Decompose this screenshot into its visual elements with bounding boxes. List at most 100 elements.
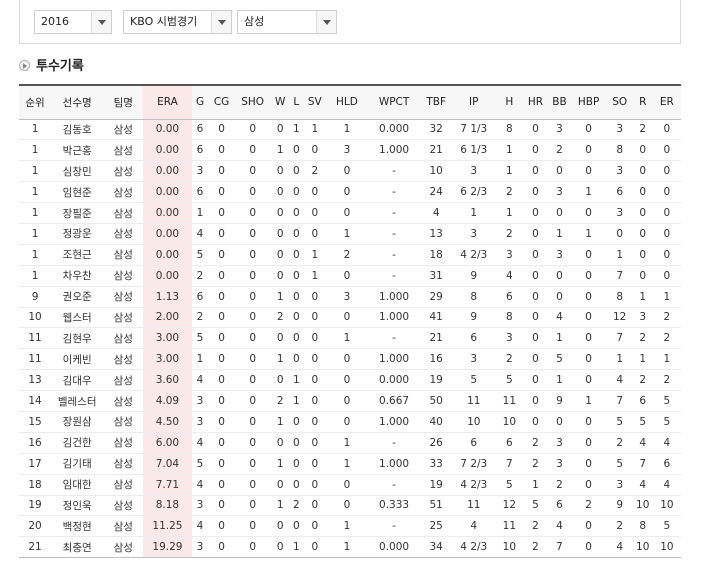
table-cell: 0.00: [143, 265, 192, 287]
column-header[interactable]: 팀명: [103, 84, 144, 120]
column-header[interactable]: W: [270, 84, 290, 120]
table-cell: 0: [234, 181, 271, 204]
chevron-down-icon[interactable]: [91, 11, 111, 33]
player-name-cell[interactable]: 정광운: [51, 223, 104, 245]
player-name-cell[interactable]: 김현우: [51, 327, 104, 350]
player-name-cell[interactable]: 김건한: [51, 432, 104, 454]
table-cell: 3: [451, 223, 497, 245]
column-header[interactable]: HBP: [570, 84, 607, 120]
column-header[interactable]: CG: [208, 84, 235, 120]
table-cell: 삼성: [103, 536, 144, 559]
player-name-cell[interactable]: 차우찬: [51, 265, 104, 287]
table-cell: 0: [270, 202, 290, 224]
player-name-cell[interactable]: 임대한: [51, 474, 104, 496]
table-cell: 0: [208, 495, 235, 517]
table-cell: 1.000: [366, 286, 422, 308]
table-cell: 1.000: [366, 348, 422, 371]
table-cell: 2: [522, 453, 549, 475]
player-name-cell[interactable]: 최충연: [51, 536, 104, 559]
column-header[interactable]: HLD: [326, 84, 367, 120]
table-cell: 1: [19, 119, 52, 141]
year-select[interactable]: 2016: [34, 10, 112, 34]
table-cell: 1: [191, 348, 209, 371]
player-name-cell[interactable]: 박근홍: [51, 139, 104, 162]
player-name-cell[interactable]: 웹스터: [51, 307, 104, 329]
player-name-cell[interactable]: 임현준: [51, 181, 104, 204]
table-cell: 0: [522, 139, 549, 162]
player-name-cell[interactable]: 장필준: [51, 202, 104, 224]
player-name-cell[interactable]: 권오준: [51, 286, 104, 308]
table-cell: 21: [421, 139, 452, 162]
series-select[interactable]: KBO 시범경기: [123, 10, 232, 34]
column-header[interactable]: TBF: [421, 84, 452, 120]
column-header[interactable]: H: [496, 84, 523, 120]
player-name-cell[interactable]: 김동호: [51, 119, 104, 141]
table-cell: 10: [632, 536, 653, 559]
chevron-down-icon[interactable]: [316, 11, 336, 33]
table-cell: 0: [234, 223, 271, 245]
table-cell: 4: [451, 515, 497, 538]
column-header[interactable]: L: [289, 84, 303, 120]
table-cell: 2: [270, 390, 290, 412]
table-cell: 1: [270, 411, 290, 433]
table-cell: 0: [570, 369, 607, 392]
player-name-cell[interactable]: 백정현: [51, 515, 104, 538]
column-header[interactable]: ER: [652, 84, 681, 120]
table-cell: 1: [548, 327, 571, 350]
table-cell: 4: [606, 536, 633, 559]
player-name-cell[interactable]: 조현근: [51, 244, 104, 266]
table-cell: 0: [270, 181, 290, 204]
table-cell: 0.333: [366, 495, 422, 517]
column-header[interactable]: G: [191, 84, 209, 120]
column-header[interactable]: IP: [451, 84, 497, 120]
table-cell: 0: [570, 139, 607, 162]
player-name-cell[interactable]: 벨레스터: [51, 390, 104, 412]
table-cell: 7 2/3: [451, 453, 497, 475]
column-header[interactable]: BB: [548, 84, 571, 120]
player-name-cell[interactable]: 김기태: [51, 453, 104, 475]
table-cell: 9: [451, 265, 497, 287]
player-name-cell[interactable]: 심창민: [51, 160, 104, 183]
table-cell: 0: [652, 265, 681, 287]
table-cell: 0: [208, 307, 235, 329]
table-cell: 13: [19, 369, 52, 392]
table-cell: 0: [326, 411, 367, 433]
column-header[interactable]: HR: [522, 84, 549, 120]
player-name-cell[interactable]: 김대우: [51, 369, 104, 392]
table-cell: 19: [421, 474, 452, 496]
table-cell: 0: [632, 160, 653, 183]
table-cell: 삼성: [103, 223, 144, 245]
table-cell: 1: [326, 327, 367, 350]
table-cell: 2: [191, 307, 209, 329]
table-cell: 0: [234, 119, 271, 141]
table-cell: 1: [19, 202, 52, 224]
table-cell: 11: [19, 348, 52, 371]
table-cell: 1: [522, 474, 549, 496]
table-cell: 0.00: [143, 223, 192, 245]
column-header[interactable]: SHO: [234, 84, 271, 120]
column-header[interactable]: ERA: [143, 84, 192, 120]
column-header[interactable]: SV: [302, 84, 327, 120]
column-header[interactable]: R: [632, 84, 653, 120]
table-cell: 5: [496, 369, 523, 392]
column-header[interactable]: 선수명: [51, 84, 104, 120]
table-cell: 3: [451, 348, 497, 371]
table-cell: 21: [19, 536, 52, 559]
table-cell: 0.667: [366, 390, 422, 412]
player-name-cell[interactable]: 장원삼: [51, 411, 104, 433]
table-cell: 3.60: [143, 369, 192, 392]
column-header[interactable]: 순위: [19, 84, 52, 120]
table-cell: 0.00: [143, 181, 192, 204]
column-header[interactable]: WPCT: [366, 84, 422, 120]
player-name-cell[interactable]: 이케빈: [51, 348, 104, 371]
table-cell: 2: [652, 369, 681, 392]
table-cell: 3: [326, 286, 367, 308]
player-name-cell[interactable]: 정인욱: [51, 495, 104, 517]
team-select[interactable]: 삼성: [237, 10, 337, 34]
column-header[interactable]: SO: [606, 84, 633, 120]
table-cell: 1: [326, 536, 367, 559]
table-cell: 2: [606, 515, 633, 538]
chevron-down-icon[interactable]: [211, 11, 231, 33]
table-cell: 3: [632, 307, 653, 329]
table-cell: 9: [451, 307, 497, 329]
